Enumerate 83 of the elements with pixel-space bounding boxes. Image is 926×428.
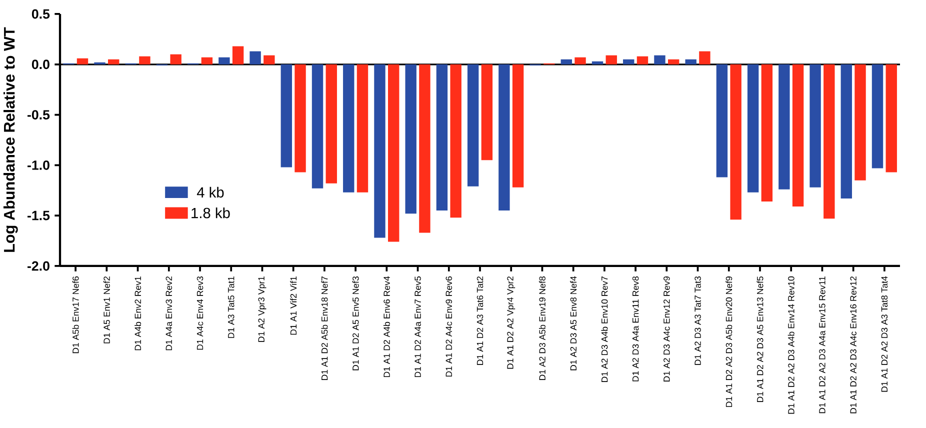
y-tick-label: 0.5 bbox=[32, 9, 50, 19]
bar bbox=[250, 51, 261, 64]
x-tick-label: D1 A1 D2 A2 D3 A4b Env14 Rev10 bbox=[788, 276, 794, 414]
bar bbox=[560, 59, 572, 64]
x-tick-label: D1 A2 D3 A4a Env11 Rev8 bbox=[632, 276, 639, 382]
x-tick-label: D1 A1 D2 A5b Env18 Nef7 bbox=[321, 276, 328, 380]
bar bbox=[481, 64, 493, 160]
bar bbox=[872, 64, 884, 168]
x-tick-label: D1 A2 D3 A3 Tat7 Tat3 bbox=[694, 276, 701, 365]
x-tick-label: D1 A4b Env2 Rev1 bbox=[134, 276, 142, 350]
y-tick-label: 0.0 bbox=[32, 60, 50, 70]
bar bbox=[685, 59, 696, 64]
x-tick-label: D1 A2 D3 A5 Env8 Nef4 bbox=[570, 276, 577, 370]
bar bbox=[264, 55, 275, 64]
y-tick-label: -2.0 bbox=[28, 261, 50, 271]
bar bbox=[854, 64, 866, 180]
y-tick-label: -0.5 bbox=[28, 110, 50, 120]
bar bbox=[232, 46, 244, 64]
x-tick-label: D1 A1 D2 A4b Env6 Rev4 bbox=[383, 276, 390, 378]
bar bbox=[419, 64, 430, 233]
x-tick-label: D1 A1 D2 A2 D3 A5 Env13 Nef5 bbox=[756, 276, 764, 402]
bar bbox=[343, 64, 354, 192]
x-tick-label: D1 A1 D2 A2 D3 A4a Env15 Rev11 bbox=[819, 276, 826, 414]
bar bbox=[636, 56, 648, 64]
x-tick-label: D1 A5 Env1 Nef2 bbox=[103, 276, 110, 344]
bar bbox=[280, 64, 292, 168]
x-tick-label: D1 A1 D2 A3 Tat6 Tat2 bbox=[476, 276, 484, 365]
x-tick-label: D1 A5b Env17 Nef6 bbox=[72, 276, 79, 354]
x-tick-label: D1 A1 D2 A2 Vpr4 Vpr2 bbox=[507, 276, 516, 369]
x-tick-label: D1 A1 D2 A4c Env9 Rev6 bbox=[446, 276, 452, 377]
bar bbox=[326, 64, 337, 184]
bar bbox=[699, 51, 710, 64]
x-tick-label: D1 A1 D2 A5 Env5 Nef3 bbox=[352, 276, 359, 370]
bar bbox=[388, 64, 400, 242]
bar bbox=[574, 57, 586, 64]
bar bbox=[606, 55, 617, 64]
bar bbox=[730, 64, 742, 220]
bar bbox=[623, 59, 634, 64]
bar bbox=[778, 64, 790, 190]
bar bbox=[840, 64, 852, 198]
x-tick-label: D1 A1 D2 A2 D3 A3 Tat8 Tat4 bbox=[881, 276, 888, 392]
bar bbox=[374, 64, 386, 238]
bar bbox=[592, 61, 604, 64]
y-tick-label: -1.0 bbox=[28, 160, 50, 170]
bar bbox=[218, 57, 230, 64]
legend-label: 4 kb bbox=[196, 186, 224, 198]
x-tick-label: D1 A4a Env3 Rev2 bbox=[166, 276, 172, 350]
bar bbox=[810, 64, 821, 188]
bar bbox=[654, 55, 666, 64]
bar bbox=[356, 64, 368, 192]
bar bbox=[467, 64, 479, 186]
x-tick-label: D1 A1 D2 A2 D3 A4c Env16 Rev12 bbox=[850, 276, 856, 414]
bar bbox=[747, 64, 759, 192]
bar bbox=[450, 64, 462, 218]
bar bbox=[886, 64, 897, 172]
bar bbox=[76, 58, 88, 64]
x-tick-label: D1 A2 D3 A5b Env19 Nef8 bbox=[538, 276, 546, 380]
bar bbox=[792, 64, 804, 207]
x-tick-label: D1 A1 Vif2 Vif1 bbox=[290, 276, 297, 335]
x-tick-label: D1 A2 D3 A4b Env10 Rev7 bbox=[601, 276, 608, 382]
y-axis-title: Log Abundance Relative to WT bbox=[3, 27, 18, 252]
bar bbox=[498, 64, 510, 211]
x-tick-label: D1 A3 Tat5 Tat1 bbox=[228, 276, 234, 338]
bar bbox=[294, 64, 306, 172]
bar bbox=[761, 64, 773, 202]
x-tick-label: D1 A2 Vpr3 Vpr1 bbox=[258, 276, 266, 342]
bar bbox=[139, 56, 150, 64]
x-tick-label: D1 A1 D2 A2 D3 A5b Env20 Nef9 bbox=[726, 276, 732, 407]
bar bbox=[824, 64, 835, 219]
x-tick-label: D1 A4c Env4 Rev3 bbox=[196, 276, 204, 350]
bar bbox=[405, 64, 416, 214]
bar bbox=[512, 64, 524, 188]
bar bbox=[170, 54, 182, 64]
bar bbox=[668, 59, 680, 64]
bar bbox=[108, 59, 120, 64]
legend-label: 1.8 kb bbox=[192, 207, 230, 218]
bar bbox=[716, 64, 728, 178]
y-tick-label: -1.5 bbox=[28, 210, 50, 220]
bar bbox=[201, 57, 213, 64]
bar bbox=[312, 64, 324, 188]
x-tick-label: D1 A2 D3 A4c Env12 Rev9 bbox=[664, 276, 670, 382]
bar bbox=[436, 64, 448, 211]
x-tick-label: D1 A1 D2 A4a Env7 Rev5 bbox=[414, 276, 421, 378]
